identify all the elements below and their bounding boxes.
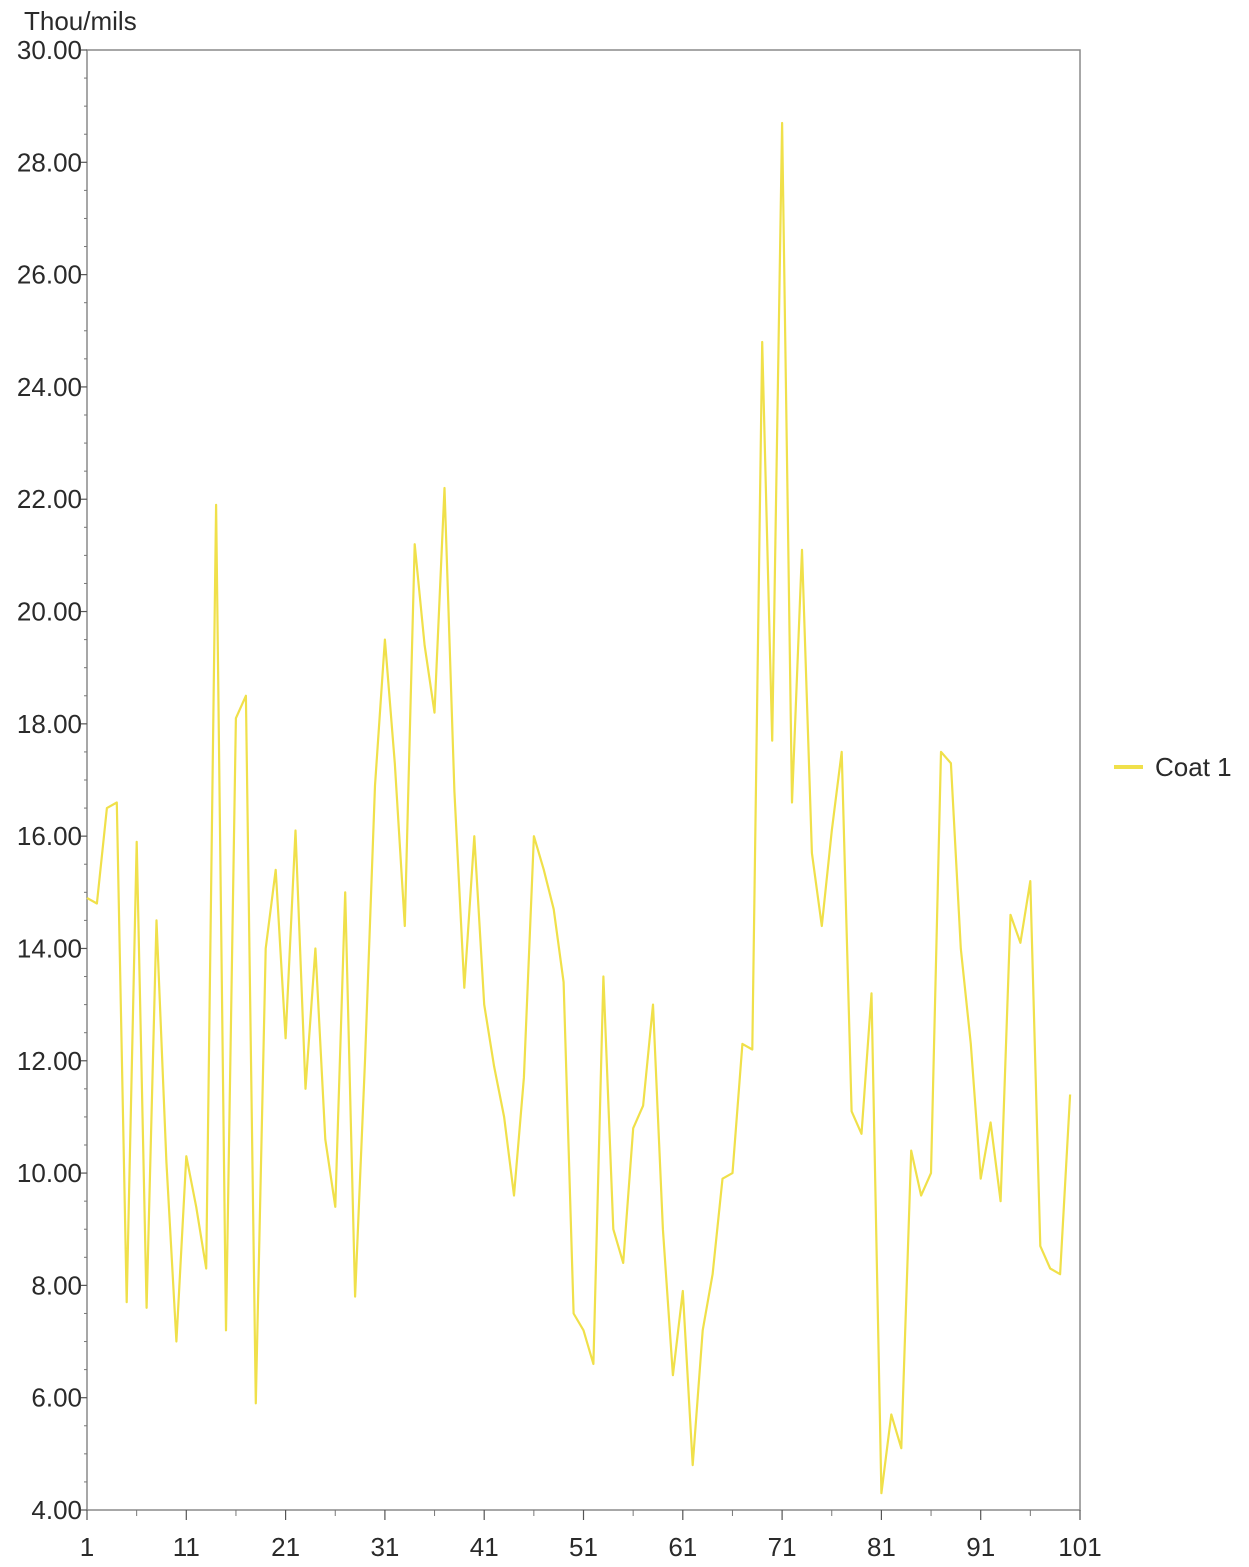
y-axis: 4.00 6.00 8.00 10.00 12.00 14.00 16.00 18.00 20.… <box>17 35 87 1525</box>
series-group <box>86 121 1072 1495</box>
y-tick-label: 10.00 <box>17 1158 82 1188</box>
x-tick-label: 11 <box>173 1532 200 1562</box>
y-tick-label: 28.00 <box>17 147 82 177</box>
y-tick-label: 14.00 <box>17 933 82 963</box>
x-tick-label: 21 <box>271 1532 300 1562</box>
x-axis: 1 11 21 31 41 51 61 71 81 91 101 <box>80 1510 1102 1562</box>
series-line-coat-1 <box>86 121 1072 1495</box>
y-tick-label: 4.00 <box>31 1495 82 1525</box>
x-tick-label: 31 <box>370 1532 399 1562</box>
x-tick-label: 81 <box>867 1532 896 1562</box>
y-tick-label: 18.00 <box>17 709 82 739</box>
y-tick-label: 24.00 <box>17 372 82 402</box>
y-tick-label: 16.00 <box>17 821 82 851</box>
x-tick-label: 1 <box>80 1532 94 1562</box>
legend-label-coat-1: Coat 1 <box>1155 752 1232 782</box>
x-tick-label: 61 <box>668 1532 697 1562</box>
x-tick-label: 51 <box>569 1532 598 1562</box>
y-tick-label: 20.00 <box>17 597 82 627</box>
y-tick-label: 30.00 <box>17 35 82 65</box>
y-axis-unit-label: Thou/mils <box>24 6 137 36</box>
y-tick-label: 26.00 <box>17 260 82 290</box>
x-tick-label: 91 <box>966 1532 995 1562</box>
x-tick-label: 101 <box>1058 1532 1101 1562</box>
y-tick-label: 22.00 <box>17 484 82 514</box>
y-tick-label: 8.00 <box>31 1270 82 1300</box>
legend: Coat 1 <box>1114 752 1232 782</box>
x-tick-label: 41 <box>470 1532 499 1562</box>
y-tick-label: 6.00 <box>31 1383 82 1413</box>
y-tick-label: 12.00 <box>17 1046 82 1076</box>
x-tick-label: 71 <box>768 1532 797 1562</box>
